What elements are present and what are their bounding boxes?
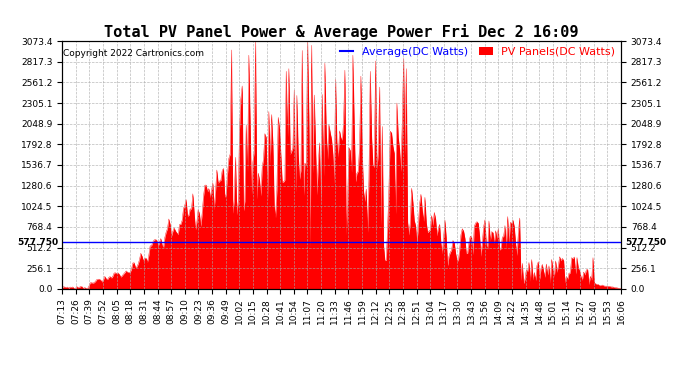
- Text: 577.750: 577.750: [625, 238, 667, 247]
- Text: 577.750: 577.750: [17, 238, 58, 247]
- Text: Copyright 2022 Cartronics.com: Copyright 2022 Cartronics.com: [63, 49, 204, 58]
- Legend: Average(DC Watts), PV Panels(DC Watts): Average(DC Watts), PV Panels(DC Watts): [335, 42, 620, 62]
- Title: Total PV Panel Power & Average Power Fri Dec 2 16:09: Total PV Panel Power & Average Power Fri…: [104, 24, 579, 40]
